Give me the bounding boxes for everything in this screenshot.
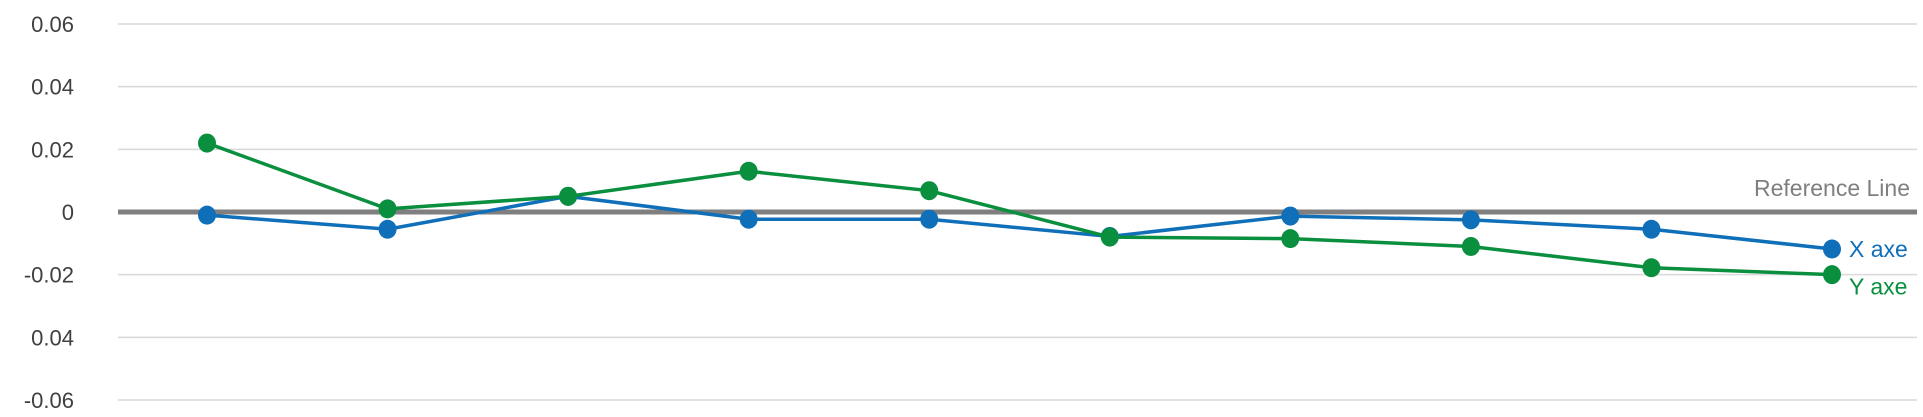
data-point	[1461, 236, 1480, 256]
data-point	[378, 199, 397, 219]
y-tick-label: 0.04	[31, 75, 74, 100]
series-line	[206, 141, 1833, 277]
data-point	[1642, 258, 1661, 278]
data-point	[1642, 219, 1661, 239]
series-label: Y axe	[1849, 274, 1907, 300]
series-label: X axe	[1849, 236, 1908, 262]
data-point	[1823, 265, 1841, 285]
data-point	[1281, 229, 1300, 249]
y-tick-label: 0.02	[31, 137, 74, 162]
y-tick-label: 0.04	[31, 325, 74, 350]
data-point	[378, 219, 397, 239]
data-point	[1823, 239, 1841, 259]
y-tick-label: 0.06	[31, 12, 74, 37]
data-point	[559, 186, 578, 206]
series-2: Y axe	[198, 133, 1907, 300]
data-point	[1281, 206, 1300, 226]
data-point	[920, 209, 939, 229]
y-axis-tick-labels: 0.06 0.04 0.02 0 -0.02 0.04 -0.06	[24, 12, 74, 413]
data-point	[739, 161, 758, 181]
data-point	[1461, 210, 1480, 230]
data-point	[198, 133, 216, 153]
data-point	[198, 205, 216, 225]
data-point	[1100, 227, 1119, 247]
y-tick-label: -0.02	[24, 263, 74, 288]
reference-line-label: Reference Line	[1754, 175, 1910, 201]
series-1: X axe	[198, 186, 1908, 262]
data-point	[920, 181, 939, 201]
series-group: X axe Y axe	[198, 133, 1908, 300]
data-point	[739, 209, 758, 229]
series-line	[206, 194, 1833, 251]
y-tick-label: -0.06	[24, 388, 74, 413]
y-tick-label: 0	[62, 200, 74, 225]
